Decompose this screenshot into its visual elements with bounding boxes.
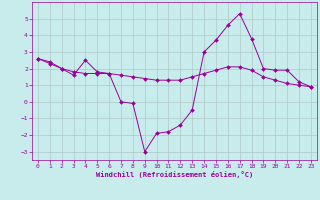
X-axis label: Windchill (Refroidissement éolien,°C): Windchill (Refroidissement éolien,°C): [96, 171, 253, 178]
